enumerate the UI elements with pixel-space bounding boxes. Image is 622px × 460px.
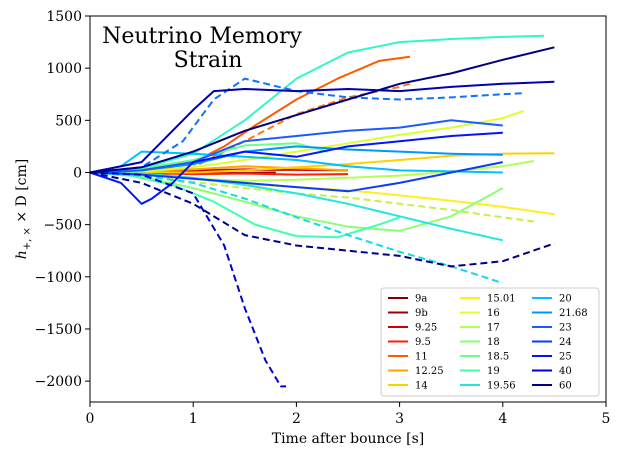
series-line-23: [89, 131, 503, 205]
series-line-27: [89, 46, 555, 174]
series-line-25: [89, 80, 555, 174]
series-line-17: [89, 171, 504, 285]
axes-frame: [89, 15, 607, 403]
series-line-22: [89, 161, 503, 193]
legend-label-11: 11: [415, 352, 428, 363]
y-tick-label-0: −2000: [35, 374, 82, 390]
y-tick-label-7: 1500: [46, 9, 82, 25]
y-tick-label-3: −500: [44, 218, 82, 234]
legend-label-9.25: 9.25: [415, 323, 437, 334]
series-layer: [89, 34, 555, 388]
x-tick-label-0: 0: [86, 411, 95, 427]
x-tick-label-3: 3: [395, 411, 404, 427]
series-line-15: [89, 34, 545, 174]
legend-label-24: 24: [559, 337, 572, 348]
legend-label-15.01: 15.01: [487, 294, 516, 305]
series-line-18: [89, 150, 503, 174]
y-axis-label: h+, × × D [cm]: [14, 159, 33, 260]
legend-label-18.5: 18.5: [487, 352, 509, 363]
legend-label-19.56: 19.56: [487, 381, 516, 392]
legend-label-60: 60: [559, 381, 572, 392]
legend-label-21.68: 21.68: [559, 308, 588, 319]
y-tick-label-5: 500: [55, 113, 82, 129]
legend: 9a 9b 9.25 9.5 11 12.25 14 15.01 16 17 18 18.5 19 19.…: [380, 287, 600, 397]
legend-label-17: 17: [487, 323, 500, 334]
legend-label-14: 14: [415, 381, 428, 392]
legend-label-9.5: 9.5: [415, 337, 431, 348]
legend-box: [380, 287, 600, 397]
legend-label-40: 40: [559, 366, 572, 377]
x-tick-label-2: 2: [292, 411, 301, 427]
legend-label-16: 16: [487, 308, 500, 319]
legend-label-20: 20: [559, 294, 572, 305]
legend-label-18: 18: [487, 337, 500, 348]
series-line-16: [89, 171, 504, 242]
legend-label-9a: 9a: [415, 294, 427, 305]
legend-label-25: 25: [559, 352, 572, 363]
x-tick-label-5: 5: [602, 411, 611, 427]
series-line-24: [89, 171, 287, 388]
legend-label-19: 19: [487, 366, 500, 377]
series-line-26: [89, 171, 555, 268]
legend-label-23: 23: [559, 323, 572, 334]
series-line-14: [89, 171, 400, 239]
x-tick-label-1: 1: [189, 411, 198, 427]
y-tick-label-1: −1500: [35, 322, 82, 338]
y-tick-label-6: 1000: [46, 61, 82, 77]
series-line-21: [89, 119, 503, 174]
x-axis-label: Time after bounce [s]: [272, 431, 425, 447]
x-ticks: 0 1 2 3 4 5: [86, 402, 611, 427]
legend-label-12.25: 12.25: [415, 366, 444, 377]
y-tick-label-4: 0: [73, 165, 82, 181]
chart-title-line-1: Neutrino Memory: [102, 24, 302, 49]
legend-label-9b: 9b: [415, 308, 428, 319]
y-tick-label-2: −1000: [35, 270, 82, 286]
x-tick-label-4: 4: [498, 411, 507, 427]
y-ticks: −2000 −1500 −1000 −500 0 500 1000 1500: [35, 9, 90, 390]
chart-title-line-2: Strain: [174, 48, 243, 73]
